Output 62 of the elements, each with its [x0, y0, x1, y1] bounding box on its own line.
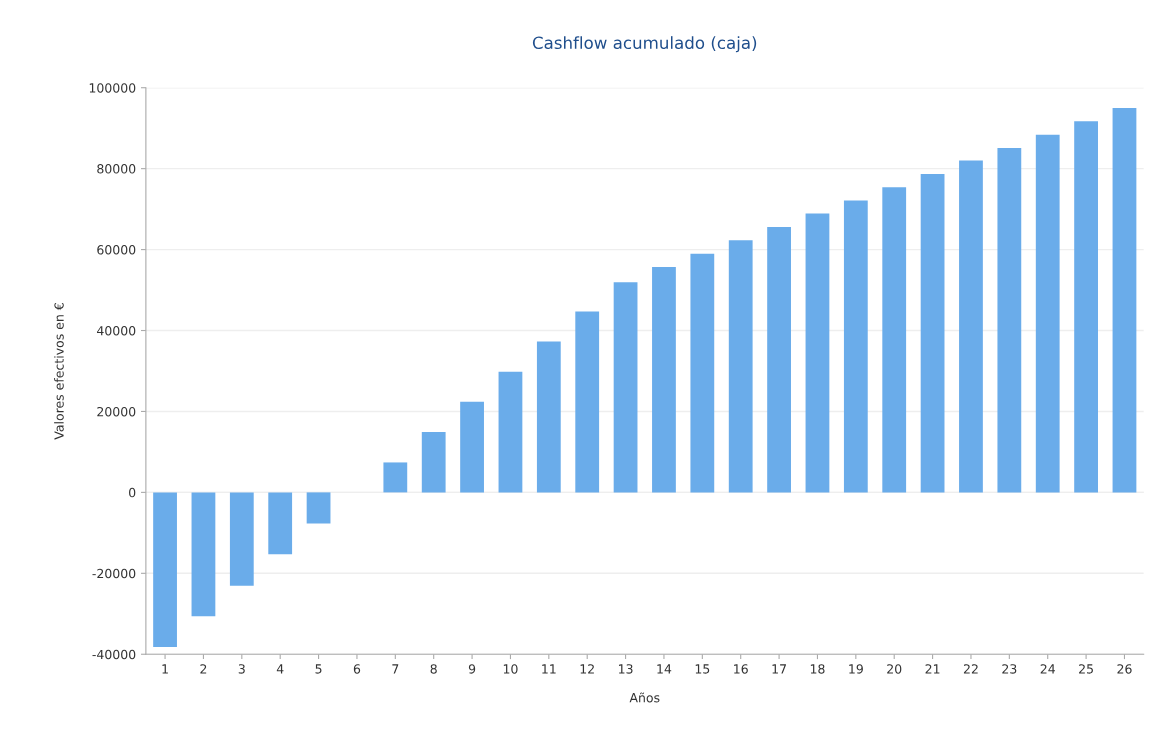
x-tick-label: 20 — [887, 664, 902, 674]
x-tick-label: 21 — [925, 664, 940, 674]
bar — [652, 266, 676, 493]
y-axis-title: Valores efectivos en € — [54, 303, 64, 440]
x-tick-label: 5 — [315, 664, 322, 674]
bar — [191, 492, 216, 617]
y-tick-label: 0 — [129, 487, 136, 498]
bar — [805, 213, 830, 493]
bar — [767, 226, 791, 493]
x-tick-label: 16 — [734, 664, 748, 674]
y-tick-label: 80000 — [97, 164, 136, 174]
x-tick-label: 14 — [657, 664, 672, 674]
x-tick-label: 23 — [1002, 664, 1017, 674]
y-tick-label: 100000 — [89, 83, 136, 93]
x-tick-label: 13 — [619, 664, 633, 674]
y-tick-label: 20000 — [97, 406, 136, 417]
bar — [460, 401, 484, 493]
x-tick-label: 25 — [1079, 664, 1093, 674]
x-axis-title: Años — [629, 692, 660, 703]
x-tick-label: 26 — [1117, 664, 1132, 674]
bar — [383, 462, 408, 493]
bar — [498, 371, 523, 493]
bar — [153, 492, 177, 647]
x-tick-label: 11 — [542, 664, 556, 674]
x-tick-label: 18 — [810, 664, 825, 674]
x-tick-label: 12 — [580, 664, 594, 674]
chart-title: Cashflow acumulado (caja) — [532, 36, 757, 53]
x-tick-label: 24 — [1040, 664, 1055, 674]
x-tick-label: 9 — [468, 664, 476, 674]
bar — [421, 432, 446, 493]
x-tick-label: 19 — [849, 664, 863, 674]
bar — [613, 282, 638, 493]
bar — [843, 200, 868, 493]
y-tick-label: -40000 — [92, 649, 136, 660]
x-tick-label: 6 — [353, 664, 361, 674]
x-tick-label: 4 — [276, 664, 284, 674]
bar — [1074, 121, 1098, 493]
bar — [690, 253, 715, 493]
x-tick-label: 2 — [200, 664, 207, 674]
y-tick-label: -20000 — [92, 568, 136, 579]
bar — [728, 240, 753, 493]
x-tick-label: 17 — [772, 664, 786, 674]
bar — [229, 492, 254, 586]
y-tick-label: 40000 — [97, 325, 136, 336]
bar — [306, 492, 331, 524]
bar — [920, 173, 945, 493]
x-tick-label: 8 — [430, 664, 437, 674]
bar — [959, 160, 983, 493]
bar — [1112, 107, 1137, 493]
bar — [1035, 134, 1060, 493]
bar — [268, 492, 293, 555]
bar — [536, 341, 561, 493]
x-tick-label: 7 — [392, 664, 399, 674]
bar — [997, 148, 1022, 493]
x-tick-label: 1 — [162, 664, 168, 674]
x-tick-label: 10 — [503, 664, 518, 674]
y-tick-label: 60000 — [97, 245, 136, 255]
x-tick-label: 3 — [238, 664, 245, 674]
bar — [882, 187, 907, 493]
x-tick-label: 22 — [963, 664, 978, 674]
x-tick-label: 15 — [695, 664, 710, 674]
bar — [575, 311, 600, 493]
